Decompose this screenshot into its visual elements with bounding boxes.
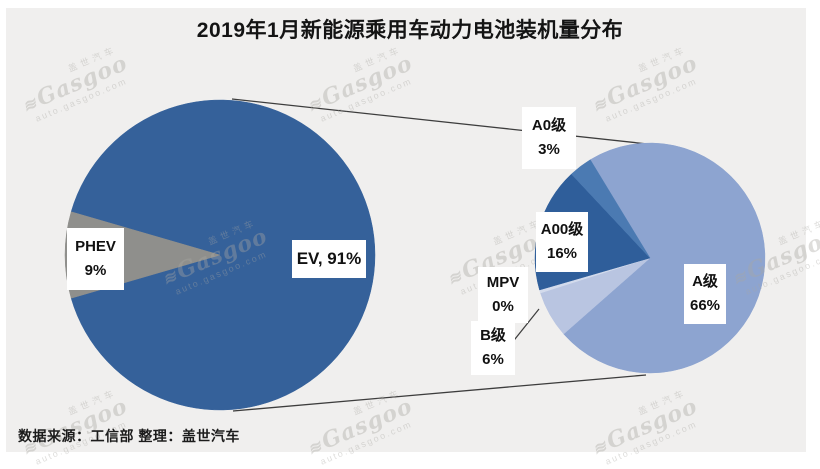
pie-slice-A0级 <box>571 159 651 259</box>
label-a0-class: A0级 3% <box>522 107 576 169</box>
label-phev: PHEV 9% <box>67 228 124 290</box>
pie-slice-EV <box>70 99 376 411</box>
label-b-name: B级 <box>480 327 506 344</box>
chart-title: 2019年1月新能源乘用车动力电池装机量分布 <box>196 19 624 42</box>
label-b-class: B级 6% <box>471 321 515 375</box>
label-a00-name: A00级 <box>540 221 584 238</box>
series-connector-line-top <box>231 98 649 145</box>
label-a-class: A级 66% <box>684 264 726 324</box>
label-phev-value: 9% <box>84 262 107 279</box>
label-b-value: 6% <box>482 351 504 368</box>
label-mpv-name: MPV <box>486 274 520 291</box>
label-a0-value: 3% <box>538 141 560 158</box>
label-a-value: 66% <box>689 297 721 314</box>
label-a-name: A级 <box>692 273 718 290</box>
label-a00-class: A00级 16% <box>536 212 588 272</box>
label-mpv-value: 0% <box>492 298 514 315</box>
label-phev-name: PHEV <box>75 238 116 255</box>
label-a00-value: 16% <box>546 245 578 262</box>
label-ev: EV, 91% <box>292 240 366 278</box>
source-note: 数据来源：工信部 整理：盖世汽车 <box>18 428 240 444</box>
label-a0-name: A0级 <box>531 117 567 134</box>
label-mpv: MPV 0% <box>478 267 528 323</box>
series-connector-line-bottom <box>232 374 647 412</box>
label-ev-text: EV, 91% <box>296 249 362 268</box>
